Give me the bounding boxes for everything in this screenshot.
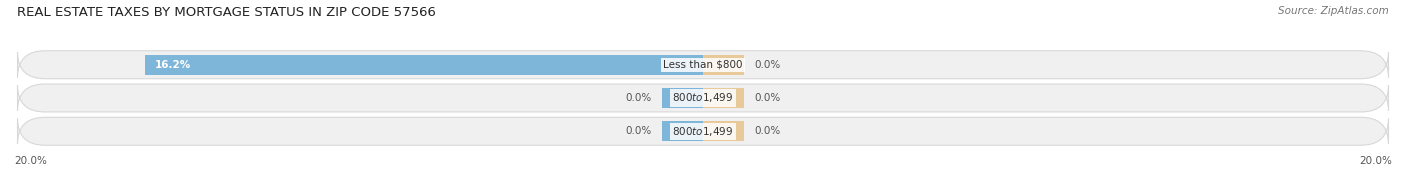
Text: REAL ESTATE TAXES BY MORTGAGE STATUS IN ZIP CODE 57566: REAL ESTATE TAXES BY MORTGAGE STATUS IN … <box>17 6 436 19</box>
Bar <box>145 55 703 75</box>
Bar <box>703 121 744 141</box>
Text: $800 to $1,499: $800 to $1,499 <box>672 92 734 104</box>
Text: 0.0%: 0.0% <box>755 93 780 103</box>
Text: 20.0%: 20.0% <box>1360 156 1392 166</box>
FancyBboxPatch shape <box>17 84 1389 112</box>
Text: Source: ZipAtlas.com: Source: ZipAtlas.com <box>1278 6 1389 16</box>
Text: 0.0%: 0.0% <box>626 126 651 136</box>
Text: Less than $800: Less than $800 <box>664 60 742 70</box>
FancyBboxPatch shape <box>17 51 1389 79</box>
Text: $800 to $1,499: $800 to $1,499 <box>672 125 734 138</box>
Text: 0.0%: 0.0% <box>755 126 780 136</box>
Text: 20.0%: 20.0% <box>14 156 46 166</box>
Bar <box>662 88 703 108</box>
Text: 0.0%: 0.0% <box>755 60 780 70</box>
Text: 0.0%: 0.0% <box>626 93 651 103</box>
Text: 16.2%: 16.2% <box>155 60 191 70</box>
Bar <box>703 88 744 108</box>
FancyBboxPatch shape <box>17 117 1389 145</box>
Bar <box>703 55 744 75</box>
Bar <box>662 121 703 141</box>
